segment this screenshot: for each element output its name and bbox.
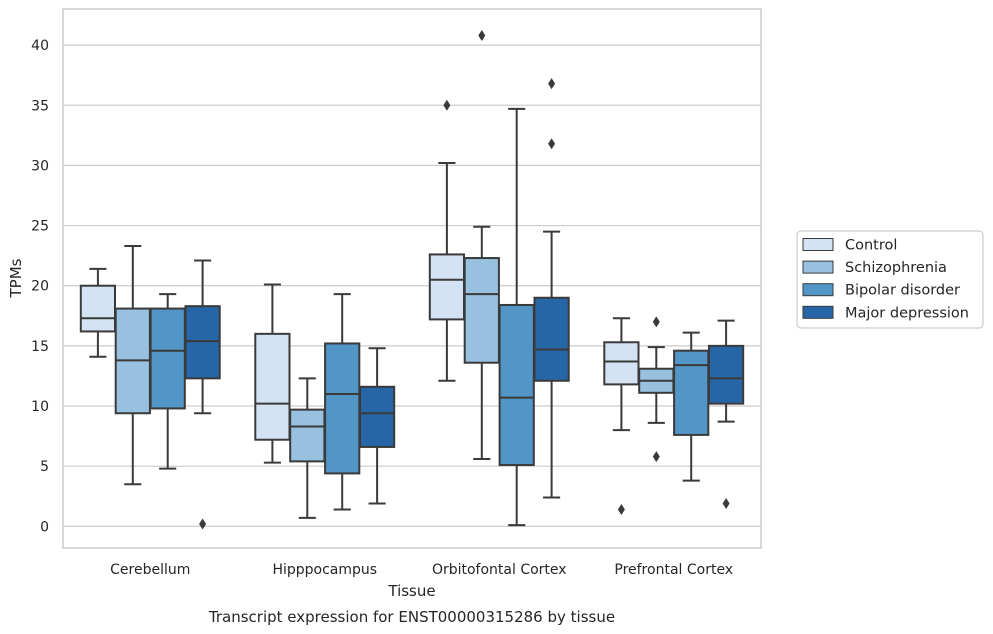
box-iqr: [324, 342, 361, 475]
box-2-2: [498, 107, 535, 527]
box-iqr: [254, 332, 291, 441]
box-0-1: [114, 245, 151, 486]
legend-label: Bipolar disorder: [845, 283, 960, 299]
box-iqr: [498, 303, 535, 466]
legend-swatch: [802, 305, 834, 319]
box-iqr: [603, 341, 640, 386]
box-3-3: [707, 319, 745, 509]
y-tick-label: 35: [31, 98, 49, 114]
box-iqr: [149, 307, 186, 410]
box-0-0: [79, 267, 117, 358]
legend-label: Control: [845, 238, 897, 254]
outlier-point: [548, 138, 556, 150]
legend-swatch: [802, 238, 834, 251]
y-tick-label: 40: [31, 38, 49, 54]
x-axis-ticks: Cerebellum Hipppocampus Orbitofontal Corte…: [110, 562, 733, 578]
box-iqr: [358, 385, 396, 448]
outlier-point: [617, 504, 625, 515]
box-iqr: [533, 296, 570, 382]
box-iqr: [289, 408, 326, 463]
y-tick-label: 30: [31, 158, 49, 174]
box-iqr: [463, 257, 500, 364]
legend-label: Major depression: [845, 305, 969, 321]
box-iqr: [707, 344, 745, 405]
x-tick-label: Prefrontal Cortex: [614, 562, 733, 578]
box-3-0: [603, 317, 640, 515]
box-1-0: [254, 283, 291, 464]
box-iqr: [184, 305, 221, 380]
box-iqr: [428, 253, 466, 321]
outlier-point: [652, 451, 660, 463]
outlier-point: [652, 316, 660, 328]
outlier-point: [199, 518, 207, 530]
box-groups: [79, 29, 745, 530]
outlier-point: [548, 78, 556, 90]
box-0-2: [149, 293, 186, 470]
y-tick-label: 25: [31, 219, 49, 235]
y-axis-ticks: 0 5 10 15 20 25 30 35 40: [31, 38, 49, 535]
box-2-3: [533, 78, 570, 499]
x-tick-label: Hipppocampus: [272, 562, 377, 578]
box-iqr: [79, 284, 117, 333]
box-iqr: [673, 349, 710, 436]
box-2-1: [463, 29, 500, 460]
x-tick-label: Cerebellum: [110, 562, 190, 578]
box-3-1: [638, 316, 675, 463]
legend-swatch: [802, 283, 834, 297]
y-tick-label: 0: [40, 519, 49, 535]
box-1-1: [289, 377, 326, 519]
x-tick-label: Orbitofontal Cortex: [432, 562, 567, 578]
legend: Control Schizophrenia Bipolar disorder Majo…: [796, 230, 984, 329]
x-axis-label: Tissue: [387, 582, 435, 600]
y-tick-label: 5: [40, 459, 49, 475]
y-tick-label: 10: [31, 399, 49, 415]
legend-label: Schizophrenia: [845, 260, 947, 276]
chart-title: Transcript expression for ENST0000031528…: [208, 608, 615, 626]
y-tick-label: 20: [31, 279, 49, 295]
box-2-0: [428, 99, 466, 382]
plot-area-frame: [62, 8, 762, 549]
box-3-2: [673, 331, 710, 482]
y-axis-label: TPMs: [7, 258, 25, 298]
box-0-3: [184, 259, 221, 530]
legend-swatch: [802, 260, 834, 274]
outlier-point: [722, 497, 730, 509]
outlier-point: [478, 29, 486, 41]
box-1-2: [324, 293, 361, 511]
outlier-point: [443, 99, 451, 111]
legend-frame: [796, 230, 984, 329]
box-1-3: [358, 347, 396, 505]
y-tick-label: 15: [31, 339, 49, 355]
